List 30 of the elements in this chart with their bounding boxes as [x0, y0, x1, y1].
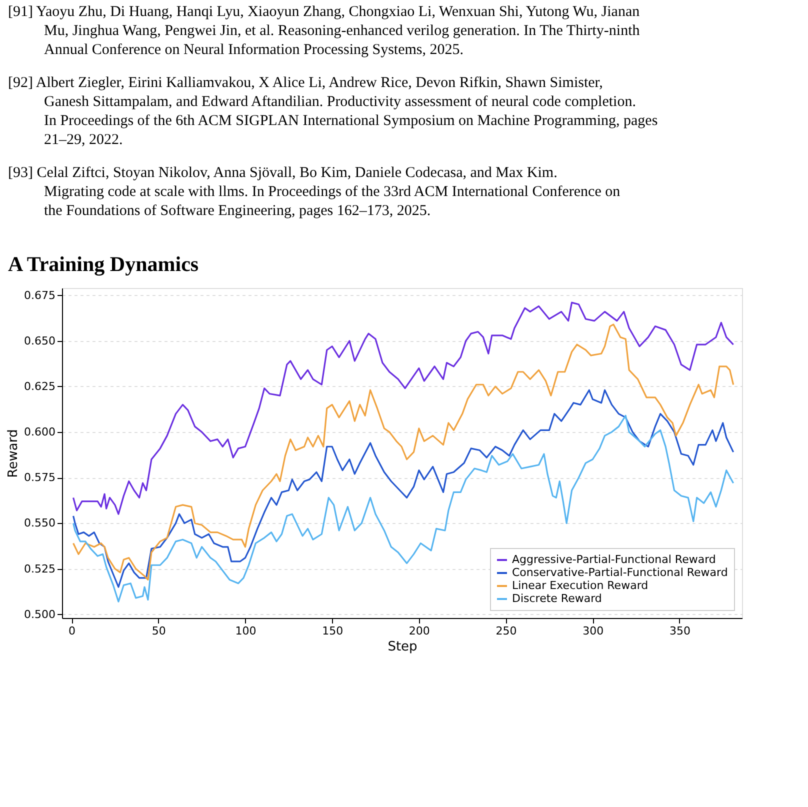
line-series — [72, 414, 734, 602]
x-tick-label: 250 — [496, 624, 517, 638]
y-axis-title: Reward — [6, 429, 22, 478]
y-tick-label: 0.625 — [24, 380, 56, 393]
x-tick-label: 150 — [322, 624, 344, 638]
x-tick-label: 0 — [68, 624, 76, 638]
x-tick-label: 100 — [235, 624, 256, 638]
y-tick-label: 0.650 — [24, 334, 56, 348]
x-axis-title: Step — [388, 640, 418, 654]
chart-title: A Training Dynamics — [8, 252, 199, 276]
legend-label: Aggressive-Partial-Functional Reward — [512, 553, 716, 566]
y-tick-label: 0.675 — [24, 288, 56, 302]
x-tick-label: 300 — [582, 624, 604, 638]
text: [93] Celal Ziftci, Stoyan Nikolov, Anna Sjövall, Bo Kim, Daniele Codecasa, and Max Kim. Migrating code at scale with llms. In Proceedings of the 33rd ACM International Conference on the Foundations of Software Engineering, pages 162–173, 2025. — [8, 165, 621, 219]
line-series — [72, 302, 734, 515]
x-tick-label: 350 — [669, 624, 690, 638]
legend-label: Discrete Reward — [512, 592, 602, 605]
y-tick-label: 0.500 — [24, 608, 56, 621]
legend-label: Conservative-Partial-Functional Reward — [512, 566, 728, 579]
x-tick-label: 200 — [408, 624, 430, 638]
y-tick-label: 0.575 — [24, 471, 56, 484]
y-tick-label: 0.525 — [24, 562, 56, 576]
y-tick-label: 0.550 — [24, 516, 56, 530]
x-tick-label: 50 — [152, 624, 166, 638]
line-series — [72, 389, 734, 588]
line-series — [72, 324, 734, 581]
y-tick-label: 0.600 — [24, 426, 56, 439]
text: [91] Yaoyu Zhu, Di Huang, Hanqi Lyu, Xiaoyun Zhang, Chongxiao Li, Wenxuan Shi, Yutong Wu, Jianan Mu, Jinghua Wang, Pengwei Jin, et al. Reasoning-enhanced verilog generation. In The Thirty-ninth Annual Conference on Neural Information Processing Systems, 2025. — [8, 4, 640, 58]
text: [92] Albert Ziegler, Eirini Kalliamvakou, X Alice Li, Andrew Rice, Devon Rifkin, Shawn Simister, Ganesh Sittampalam, and Edward Aftandilian. Productivity assessment of neural code completion. In Proceedings of the 6th ACM SIGPLAN International Symposium on Machine Programming, pages 21–29, 2022. — [8, 75, 658, 148]
legend-label: Linear Execution Reward — [512, 579, 648, 592]
